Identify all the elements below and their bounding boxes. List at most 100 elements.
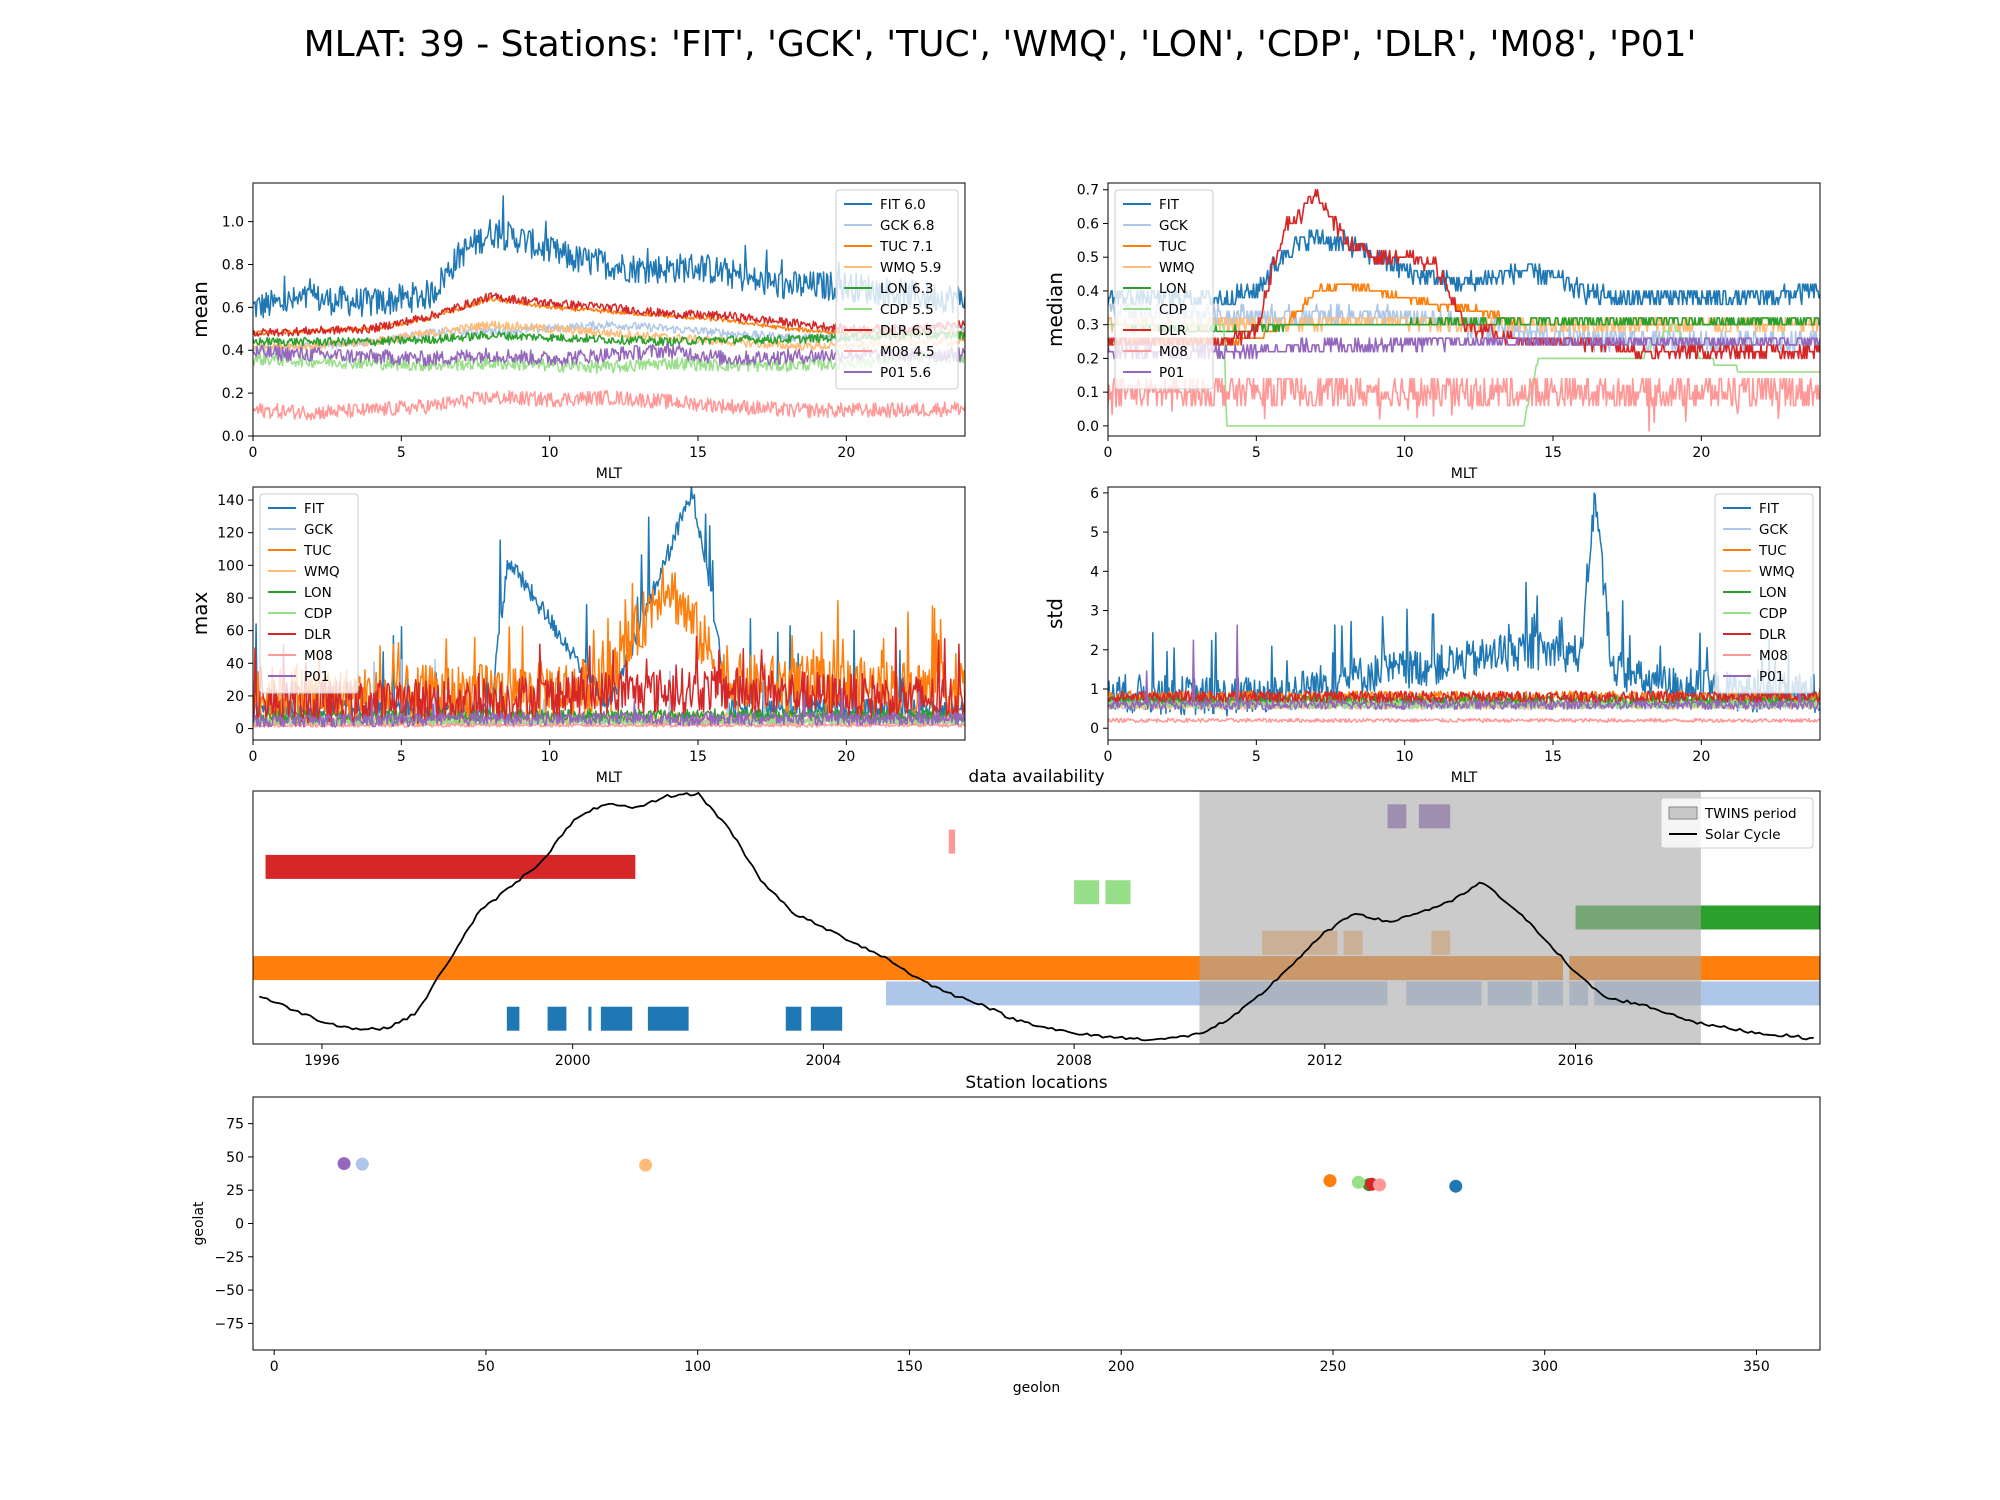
std-series-m08 xyxy=(1108,717,1820,724)
mean-frame xyxy=(252,182,966,437)
max-ytick-label: 100 xyxy=(217,558,244,574)
max-ytick-label: 40 xyxy=(226,656,244,672)
median-xtick-label: 20 xyxy=(1692,445,1710,461)
mean-legend-entry: P01 5.6 xyxy=(880,365,931,381)
availability-frame xyxy=(252,790,1821,1045)
std-ytick-label: 0 xyxy=(1090,721,1099,737)
median-legend-entry: DLR xyxy=(1159,323,1186,339)
locations-frame xyxy=(252,1096,1821,1351)
figure-title: MLAT: 39 - Stations: 'FIT', 'GCK', 'TUC'… xyxy=(304,24,1697,65)
std-legend-entry: LON xyxy=(1759,585,1787,601)
median-legend-entry: P01 xyxy=(1159,365,1184,381)
max-legend-entry: FIT xyxy=(304,501,325,517)
median-legend-entry: FIT xyxy=(1159,197,1180,213)
max-xtick-label: 20 xyxy=(837,749,855,765)
std-ytick-label: 4 xyxy=(1090,564,1099,580)
availability-xtick-label: 2016 xyxy=(1558,1053,1594,1069)
mean-xlabel: MLT xyxy=(596,466,623,482)
locations-ytick-label: 75 xyxy=(226,1117,244,1133)
max-legend-entry: GCK xyxy=(304,522,334,538)
availability-legend-box xyxy=(1660,797,1814,849)
mean-panel: 0 5 10 15 20 0.0 0.2 0.4 0.6 0.8 1.0 MLT mean FIT 6.0… xyxy=(188,182,966,482)
availability-bar-fit xyxy=(785,1006,802,1031)
locations-xtick-label: 200 xyxy=(1108,1359,1135,1375)
solar-cycle-line xyxy=(259,791,1814,1042)
mean-legend: FIT 6.0 GCK 6.8 TUC 7.1 WMQ 5.9 LON 6.3 CDP 5… xyxy=(835,189,959,390)
max-xtick-label: 10 xyxy=(541,749,559,765)
station-point-wmq xyxy=(639,1158,653,1172)
median-legend-box xyxy=(1114,189,1214,390)
max-legend-entry: WMQ xyxy=(304,564,340,580)
availability-bar-fit xyxy=(647,1006,689,1031)
station-point-tuc xyxy=(1323,1174,1337,1188)
locations-xlabel: geolon xyxy=(1013,1380,1060,1396)
station-point-fit xyxy=(1449,1179,1463,1193)
median-legend-entry: TUC xyxy=(1158,239,1187,255)
std-legend-entry: FIT xyxy=(1759,501,1780,517)
max-lines xyxy=(253,487,965,728)
availability-xtick-label: 2004 xyxy=(806,1053,842,1069)
median-ytick-label: 0.1 xyxy=(1077,385,1099,401)
max-ytick-label: 20 xyxy=(226,689,244,705)
median-frame xyxy=(1107,182,1821,437)
locations-ylabel: geolat xyxy=(191,1201,207,1246)
median-ytick-label: 0.3 xyxy=(1077,318,1099,334)
max-ylabel: max xyxy=(188,592,212,636)
max-legend-entry: DLR xyxy=(304,627,331,643)
locations-ytick-label: −75 xyxy=(214,1316,244,1332)
std-ylabel: std xyxy=(1043,598,1067,629)
median-ylabel: median xyxy=(1043,272,1067,347)
station-point-m08 xyxy=(1373,1178,1387,1192)
median-ytick-label: 0.7 xyxy=(1077,183,1099,199)
availability-bar-fit xyxy=(810,1006,843,1031)
mean-ytick-label: 0.4 xyxy=(222,343,244,359)
max-ytick-label: 0 xyxy=(235,722,244,738)
median-ytick-label: 0.5 xyxy=(1077,250,1099,266)
std-xtick-label: 15 xyxy=(1544,749,1562,765)
availability-bar-cdp xyxy=(1074,880,1100,905)
mean-series-m08 xyxy=(253,389,965,421)
locations-xtick-label: 0 xyxy=(270,1359,279,1375)
max-xlabel: MLT xyxy=(596,770,623,786)
twins-period-span xyxy=(1199,791,1701,1044)
availability-xtick-label: 2008 xyxy=(1056,1053,1092,1069)
max-series-p01 xyxy=(253,687,965,728)
max-legend-entry: CDP xyxy=(304,606,332,622)
locations-xtick-label: 100 xyxy=(684,1359,711,1375)
max-ytick-label: 120 xyxy=(217,526,244,542)
availability-xtick-label: 1996 xyxy=(304,1053,340,1069)
station-point-p01 xyxy=(337,1157,351,1171)
std-legend: FIT GCK TUC WMQ LON CDP DLR M08 P01 xyxy=(1714,493,1814,694)
availability-legend: TWINS period Solar Cycle xyxy=(1660,797,1814,849)
median-legend-entry: LON xyxy=(1159,281,1187,297)
mean-ytick-label: 0.2 xyxy=(222,386,244,402)
mean-legend-entry: TUC 7.1 xyxy=(879,239,933,255)
std-legend-entry: GCK xyxy=(1759,522,1789,538)
std-frame xyxy=(1107,486,1821,741)
availability-bar-cdp xyxy=(1105,880,1131,905)
median-series-p01 xyxy=(1108,337,1820,360)
std-series-p01 xyxy=(1108,624,1820,711)
std-xtick-label: 5 xyxy=(1252,749,1261,765)
median-legend-entry: CDP xyxy=(1159,302,1187,318)
mean-ytick-label: 1.0 xyxy=(222,215,244,231)
locations-ytick-label: 0 xyxy=(235,1217,244,1233)
availability-marks xyxy=(253,791,1820,1044)
locations-title: Station locations xyxy=(965,1073,1107,1093)
median-series-fit xyxy=(1108,229,1820,306)
max-legend-entry: M08 xyxy=(304,648,333,664)
mean-legend-box xyxy=(835,189,959,390)
max-ytick-label: 60 xyxy=(226,624,244,640)
max-legend-entry: TUC xyxy=(303,543,332,559)
mean-legend-entry: CDP 5.5 xyxy=(880,302,934,318)
median-legend-entry: WMQ xyxy=(1159,260,1195,276)
mean-xtick-label: 5 xyxy=(397,445,406,461)
availability-bar-fit xyxy=(588,1006,592,1031)
max-xtick-label: 15 xyxy=(689,749,707,765)
max-xtick-label: 0 xyxy=(249,749,258,765)
std-ytick-label: 1 xyxy=(1090,682,1099,698)
median-xtick-label: 10 xyxy=(1396,445,1414,461)
std-ytick-label: 6 xyxy=(1090,486,1099,502)
legend-swatch-twins xyxy=(1668,806,1698,820)
